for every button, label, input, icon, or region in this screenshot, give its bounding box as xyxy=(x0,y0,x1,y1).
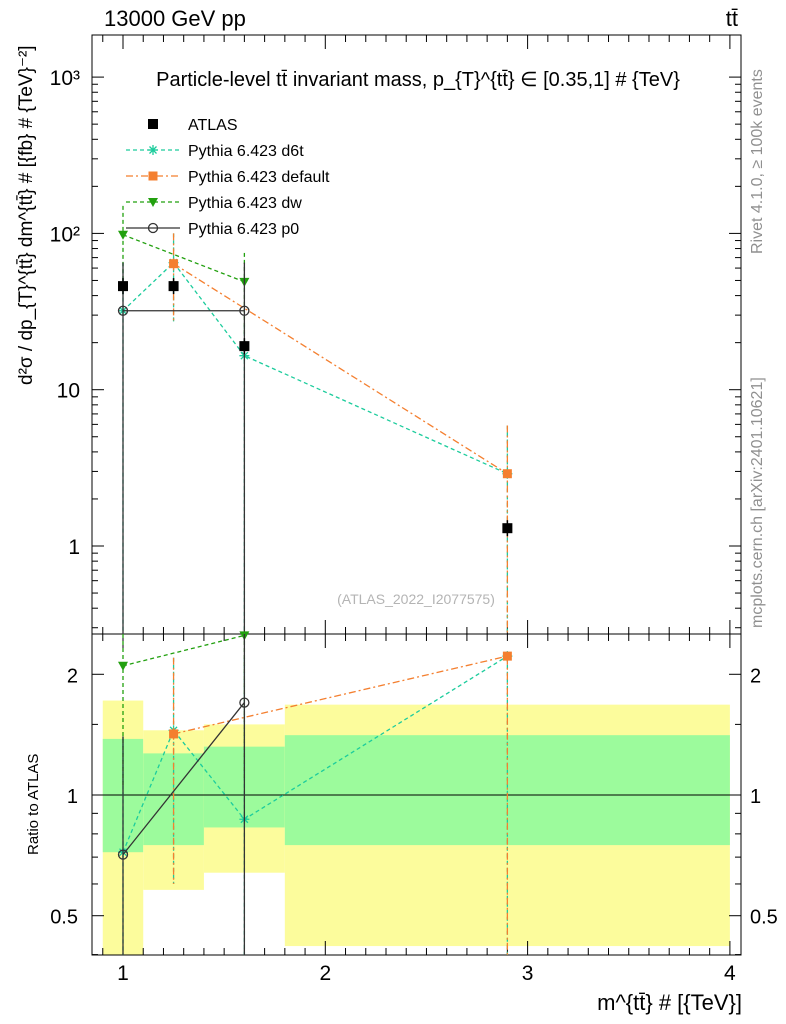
ratio-y-tick-label-right: 2 xyxy=(750,665,761,687)
x-tick-label: 4 xyxy=(724,962,736,985)
ratio-y-tick-label-right: 0.5 xyxy=(750,907,778,929)
y-axis-label: d²σ / dp_{T}^{tt̄} dm^{tt̄} # [{fb} # {T… xyxy=(16,45,37,385)
ratio-point xyxy=(169,729,179,739)
legend-marker xyxy=(148,145,158,155)
legend-label: Pythia 6.423 d6t xyxy=(188,143,304,160)
data-point xyxy=(118,230,128,240)
series-layer xyxy=(117,205,513,955)
ratio-y-axis-label: Ratio to ATLAS xyxy=(25,754,42,855)
legend-entry: ATLAS xyxy=(148,117,238,134)
reference-annotation: (ATLAS_2022_I2077575) xyxy=(337,591,495,607)
legend-label: ATLAS xyxy=(188,117,238,134)
atlas-point xyxy=(118,281,128,292)
y-tick-label: 10² xyxy=(50,223,80,246)
ratio-point xyxy=(118,661,128,671)
mcplots-label: mcplots.cern.ch [arXiv:2401.10621] xyxy=(749,377,766,628)
chart-title: Particle-level tt̄ invariant mass, p_{T}… xyxy=(156,69,680,91)
legend-entry: Pythia 6.423 d6t xyxy=(126,143,304,160)
series-line xyxy=(122,234,245,283)
legend-marker xyxy=(148,171,158,181)
ratio-y-tick-label-right: 1 xyxy=(750,786,761,808)
header-right-label: tt̄ xyxy=(726,6,738,31)
legend-marker xyxy=(148,119,158,129)
y-tick-label: 10³ xyxy=(50,67,80,90)
ratio-y-tick-label: 2 xyxy=(67,665,78,687)
atlas-point xyxy=(502,523,513,534)
series-d6t xyxy=(118,233,513,634)
ratio-point xyxy=(502,651,512,661)
legend-label: Pythia 6.423 p0 xyxy=(188,221,299,238)
data-point xyxy=(502,469,512,479)
ratio-y-tick-label: 0.5 xyxy=(50,907,78,929)
legend-entry: Pythia 6.423 dw xyxy=(126,195,302,212)
ratio-line xyxy=(173,655,508,735)
legend-label: Pythia 6.423 dw xyxy=(188,195,302,212)
ratio-series-p0 xyxy=(117,634,250,955)
legend-entry: Pythia 6.423 p0 xyxy=(126,221,299,238)
x-tick-label: 1 xyxy=(117,962,129,985)
legend-label: Pythia 6.423 default xyxy=(188,169,330,186)
data-point xyxy=(169,259,179,269)
ratio-series-default xyxy=(169,651,512,955)
x-tick-label: 2 xyxy=(319,962,331,985)
atlas-point xyxy=(168,281,179,292)
legend-marker xyxy=(148,198,158,207)
x-axis-label: m^{tt̄} # [{TeV}] xyxy=(597,990,742,1015)
legend-entry: Pythia 6.423 default xyxy=(126,169,330,186)
atlas-point xyxy=(239,341,250,352)
axes: 1 10 10² 10³ 0.5 0.5 1 1 2 2 1 2 3 4 xyxy=(50,35,778,985)
ratio-y-tick-label: 1 xyxy=(67,786,78,808)
series-default xyxy=(169,233,512,634)
data-point xyxy=(117,305,129,316)
y-tick-label: 10 xyxy=(57,380,80,403)
y-tick-label: 1 xyxy=(68,536,80,559)
ratio-point xyxy=(239,697,250,708)
series-line xyxy=(173,263,508,475)
ratio-line xyxy=(122,702,245,856)
ratio-line xyxy=(122,655,508,853)
ratio-point xyxy=(117,849,129,860)
rivet-label: Rivet 4.1.0, ≥ 100k events xyxy=(749,69,766,254)
header-left-label: 13000 GeV pp xyxy=(104,6,246,31)
series-line xyxy=(122,261,508,475)
uncertainty-bands xyxy=(92,700,741,955)
legend: ATLAS Pythia 6.423 d6t Pythia 6.423 defaul… xyxy=(126,117,330,238)
series-atlas xyxy=(118,278,513,537)
data-point xyxy=(239,305,250,316)
legend-marker xyxy=(147,222,159,234)
x-tick-label: 3 xyxy=(522,962,534,985)
series-p0 xyxy=(117,262,250,634)
